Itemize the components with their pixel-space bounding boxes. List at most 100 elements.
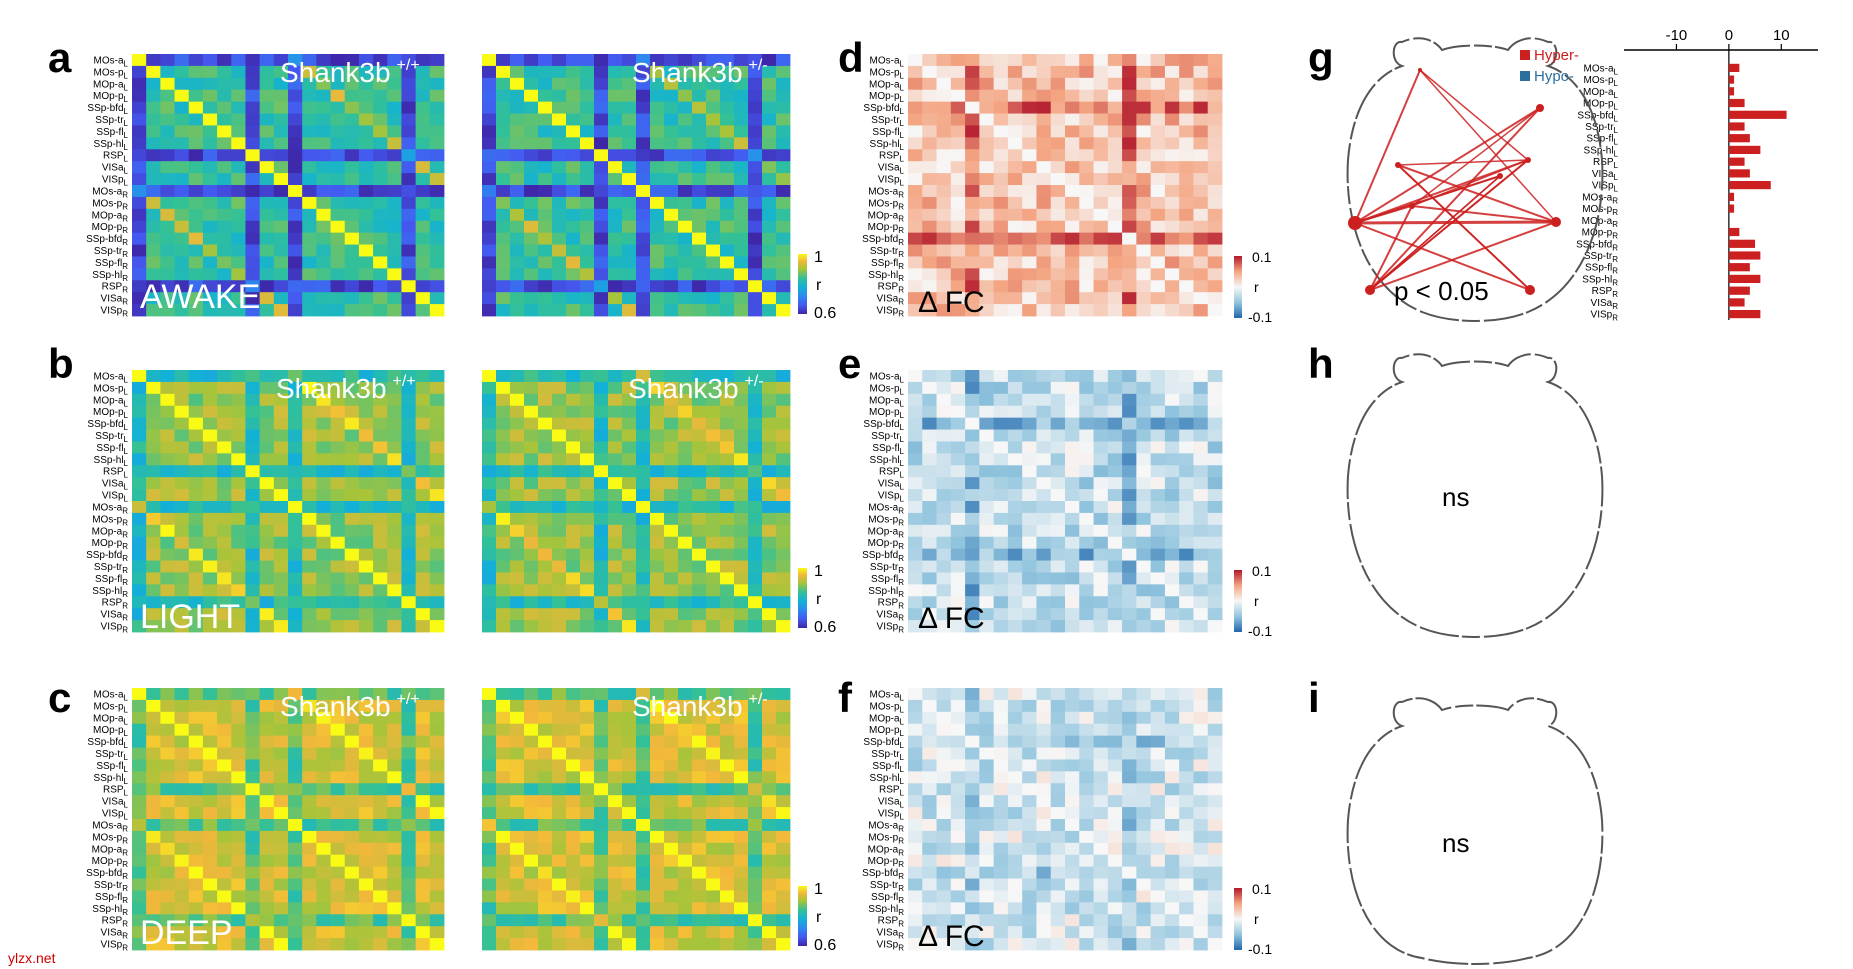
diff-cell <box>1022 711 1037 725</box>
diff-cell <box>922 926 937 939</box>
diff-cell <box>1107 65 1123 79</box>
heatmap-cell <box>664 902 679 915</box>
heatmap-cell <box>678 524 693 538</box>
heatmap-cell <box>566 441 581 454</box>
diff-cell <box>1093 723 1109 737</box>
heatmap-cell <box>608 596 623 609</box>
heatmap-cell <box>429 819 445 832</box>
diff-cell <box>950 101 966 114</box>
diff-cell <box>922 866 937 879</box>
diff-cell <box>1207 688 1223 701</box>
heatmap-cell <box>510 489 525 502</box>
diff-cell <box>908 524 923 538</box>
heatmap-cell <box>401 417 417 430</box>
heatmap-cell <box>482 244 497 257</box>
connectivity-edge <box>1369 221 1557 291</box>
heatmap-cell <box>401 405 417 419</box>
heatmap-cell <box>580 914 595 927</box>
heatmap-cell <box>594 173 609 186</box>
heatmap-cell <box>580 890 595 903</box>
heatmap-cell <box>692 113 707 126</box>
connectivity-edge <box>1419 69 1557 223</box>
heatmap-cell <box>650 866 665 879</box>
heatmap-cell <box>132 878 147 891</box>
heatmap-cell <box>608 902 623 915</box>
diff-cell <box>1050 548 1066 561</box>
heatmap-cell <box>776 161 791 174</box>
roi-label: SSp-trR <box>870 880 904 893</box>
heatmap-cell <box>429 405 445 419</box>
heatmap-cell <box>496 783 511 796</box>
heatmap-cell <box>608 280 623 293</box>
heatmap-cell <box>636 807 651 820</box>
heatmap-cell <box>202 101 218 114</box>
roi-label: RSPL <box>103 467 129 480</box>
heatmap-cell <box>217 890 232 903</box>
diff-cell <box>1179 489 1194 502</box>
heatmap-cell <box>748 830 763 844</box>
diff-cell <box>1093 173 1109 186</box>
diff-cell <box>1193 830 1209 844</box>
heatmap-cell <box>482 620 497 633</box>
heatmap-cell <box>622 89 637 103</box>
diff-cell <box>965 842 980 856</box>
heatmap-cell <box>316 926 331 939</box>
heatmap-cell <box>622 405 637 419</box>
diff-cell <box>1193 723 1209 737</box>
heatmap-cell <box>594 854 609 868</box>
diff-cell <box>1022 771 1037 784</box>
heatmap-cell <box>706 938 721 951</box>
heatmap-cell <box>552 747 567 760</box>
heatmap-cell <box>650 890 665 903</box>
diff-cell <box>993 512 1009 526</box>
heatmap-cell <box>776 501 791 514</box>
diff-cell <box>1107 596 1123 609</box>
diff-cell <box>1207 699 1223 713</box>
heatmap-cell <box>401 747 417 760</box>
diff-cell <box>1179 596 1194 609</box>
heatmap-cell <box>231 548 246 561</box>
heatmap-cell <box>664 208 679 222</box>
heatmap-cell <box>552 65 567 79</box>
heatmap-cell <box>496 208 511 222</box>
diff-cell <box>979 185 995 198</box>
diff-cell <box>965 608 980 621</box>
heatmap-cell <box>734 560 749 573</box>
heatmap-cell <box>524 77 539 91</box>
heatmap-cell <box>373 89 388 103</box>
heatmap-cell <box>510 429 525 442</box>
diff-cell <box>1164 890 1180 903</box>
bar <box>1728 286 1750 295</box>
diff-cell <box>993 807 1009 820</box>
heatmap-cell <box>706 54 721 67</box>
heatmap-cell <box>636 292 651 305</box>
heatmap-cell <box>429 477 445 490</box>
heatmap-cell <box>415 381 431 395</box>
diff-cell <box>1164 417 1180 430</box>
heatmap-cell <box>538 185 553 198</box>
diff-cell <box>908 926 923 939</box>
heatmap-cell <box>373 902 388 915</box>
diff-cell <box>1065 783 1080 796</box>
heatmap-cell <box>706 208 721 222</box>
heatmap-cell <box>482 489 497 502</box>
diff-cell <box>993 220 1009 234</box>
heatmap-cell <box>580 137 595 150</box>
roi-label: SSp-hlL <box>94 139 129 152</box>
bar <box>1728 75 1735 84</box>
diff-cell <box>1164 926 1180 939</box>
heatmap-cell <box>608 149 623 162</box>
heatmap-cell <box>288 113 303 126</box>
heatmap-cell <box>330 795 346 808</box>
diff-cell <box>965 807 980 820</box>
heatmap-cell <box>429 292 445 305</box>
heatmap-cell <box>664 477 679 490</box>
heatmap-cell <box>387 429 402 442</box>
diff-cell <box>1007 381 1023 395</box>
heatmap-cell <box>776 866 791 879</box>
diff-cell <box>1050 926 1066 939</box>
heatmap-cell <box>132 854 147 868</box>
heatmap-cell <box>146 405 161 419</box>
diff-cell <box>922 596 937 609</box>
diff-cell <box>1164 524 1180 538</box>
